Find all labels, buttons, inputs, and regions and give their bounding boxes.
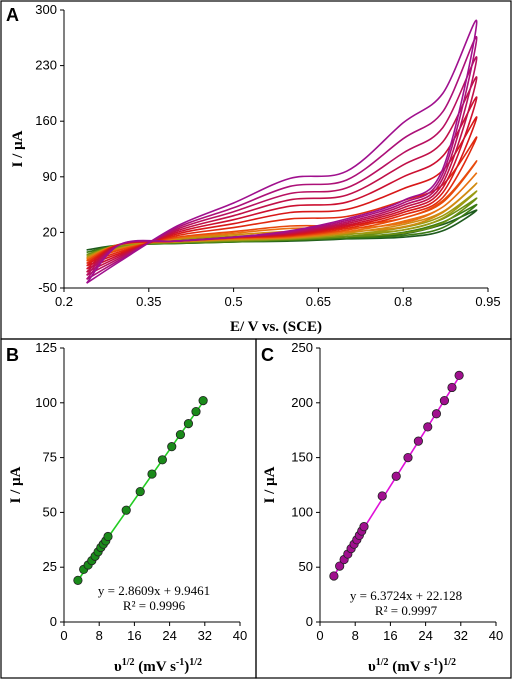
cv-scan-9 bbox=[86, 116, 478, 267]
x-tick-label: 40 bbox=[489, 628, 503, 643]
y-tick-label: 100 bbox=[291, 504, 313, 519]
cv-scan-14 bbox=[85, 19, 478, 284]
r-squared: R² = 0.9997 bbox=[375, 603, 438, 618]
panel-b-letter: B bbox=[6, 345, 19, 365]
cv-scan-6 bbox=[86, 172, 478, 261]
y-tick-label: 230 bbox=[35, 58, 57, 73]
x-tick-label: 0 bbox=[60, 628, 67, 643]
x-tick-label: 0.95 bbox=[475, 294, 500, 309]
green-peak-current-plot: 0 8 16 24 32 40 0 25 50 75 100 125 y = 2.8609x + 9.9… bbox=[8, 340, 247, 675]
x-axis-label-part: ) bbox=[184, 659, 189, 675]
y-tick-label: 100 bbox=[35, 395, 57, 410]
x-tick-label: 16 bbox=[383, 628, 397, 643]
data-point bbox=[103, 531, 113, 542]
panel-c-frame bbox=[255, 338, 512, 679]
y-tick-label: 200 bbox=[291, 395, 313, 410]
data-point bbox=[167, 442, 177, 452]
x-tick-label: 8 bbox=[352, 628, 359, 643]
x-tick-label: 16 bbox=[127, 628, 141, 643]
y-tick-label: 90 bbox=[43, 169, 57, 184]
panel-c-letter: C bbox=[261, 345, 274, 365]
y-axis-label: I / µA bbox=[8, 466, 24, 503]
x-axis-label-part: υ bbox=[114, 659, 122, 675]
x-tick-label: 0.5 bbox=[225, 294, 243, 309]
data-point bbox=[423, 422, 433, 432]
x-tick-label: 32 bbox=[454, 628, 468, 643]
x-axis-label-part: (mV s bbox=[135, 659, 177, 675]
x-tick-label: 0 bbox=[316, 628, 323, 643]
x-axis-label: υ1/2 (mV s-1)1/2 bbox=[114, 657, 202, 675]
y-axis-label: I / µA bbox=[10, 130, 26, 167]
x-tick-label: 0.2 bbox=[55, 294, 73, 309]
y-tick-label: 250 bbox=[291, 340, 313, 355]
data-point bbox=[147, 469, 157, 479]
y-tick-label: 20 bbox=[43, 224, 57, 239]
data-point bbox=[73, 575, 83, 585]
y-axis-label: I / µA bbox=[262, 466, 278, 503]
y-tick-label: 0 bbox=[50, 614, 57, 629]
x-tick-label: 24 bbox=[162, 628, 176, 643]
data-point bbox=[121, 505, 131, 515]
regression-equation: y = 2.8609x + 9.9461 bbox=[98, 583, 210, 598]
data-point bbox=[329, 571, 339, 581]
y-tick-label: 50 bbox=[43, 504, 57, 519]
x-axis-label-part: (mV s bbox=[389, 659, 431, 675]
data-point bbox=[413, 436, 423, 446]
y-tick-label: 50 bbox=[299, 559, 313, 574]
magenta-peak-current-plot: 0 8 16 24 32 40 0 50 100 150 200 250 y = 6.3724x + 2… bbox=[262, 340, 503, 675]
x-axis-label-part: 1/2 bbox=[122, 657, 135, 668]
y-tick-label: 160 bbox=[35, 113, 57, 128]
x-axis-label: E/ V vs. (SCE) bbox=[230, 319, 322, 335]
x-tick-label: 0.35 bbox=[136, 294, 161, 309]
data-point bbox=[191, 406, 201, 417]
x-tick-label: 8 bbox=[96, 628, 103, 643]
x-tick-label: 0.8 bbox=[394, 294, 412, 309]
y-tick-label: 150 bbox=[291, 450, 313, 465]
x-axis-label: υ1/2 (mV s-1)1/2 bbox=[368, 657, 456, 675]
data-point bbox=[335, 561, 345, 571]
data-point bbox=[454, 370, 464, 380]
x-axis-label-part: 1/2 bbox=[443, 657, 456, 668]
x-tick-label: 0.65 bbox=[306, 294, 331, 309]
regression-equation: y = 6.3724x + 22.128 bbox=[350, 588, 462, 603]
x-axis-label-part: υ bbox=[368, 659, 376, 675]
x-tick-label: 32 bbox=[198, 628, 212, 643]
data-point bbox=[157, 455, 167, 465]
data-point bbox=[447, 382, 457, 393]
x-axis-label-part: 1/2 bbox=[189, 657, 202, 668]
x-tick-label: 24 bbox=[418, 628, 432, 643]
data-point bbox=[175, 429, 186, 440]
y-tick-label: 75 bbox=[43, 450, 57, 465]
data-point bbox=[377, 491, 387, 501]
data-point bbox=[359, 522, 369, 532]
data-point bbox=[439, 396, 450, 406]
data-point bbox=[183, 419, 194, 429]
y-tick-label: 300 bbox=[35, 2, 57, 17]
data-point bbox=[198, 396, 208, 406]
data-point bbox=[135, 486, 145, 497]
y-tick-label: 25 bbox=[43, 559, 57, 574]
x-tick-label: 40 bbox=[233, 628, 247, 643]
y-tick-label: 0 bbox=[306, 614, 313, 629]
x-axis-label-part: ) bbox=[438, 659, 443, 675]
x-axis-label-part: 1/2 bbox=[376, 657, 389, 668]
panel-a-letter: A bbox=[6, 5, 19, 25]
data-point bbox=[403, 452, 413, 463]
x-axis-label-part: -1 bbox=[176, 657, 184, 668]
data-point bbox=[431, 409, 442, 419]
cv-chart: 0.2 0.35 0.5 0.65 0.8 0.95 -50 20 90 160 230 300 E/ … bbox=[10, 2, 501, 335]
y-tick-label: 125 bbox=[35, 340, 57, 355]
data-point bbox=[391, 471, 401, 481]
r-squared: R² = 0.9996 bbox=[123, 598, 186, 613]
x-axis-label-part: -1 bbox=[430, 657, 438, 668]
y-tick-label: -50 bbox=[38, 280, 57, 295]
